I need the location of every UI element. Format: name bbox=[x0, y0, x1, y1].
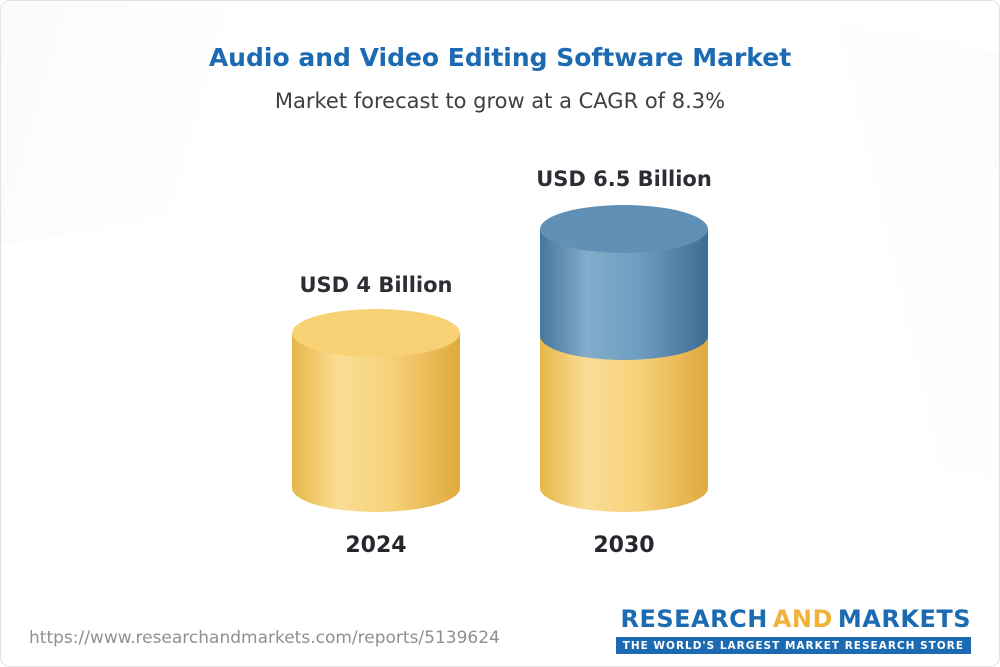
logo-word-research: RESEARCH bbox=[620, 605, 768, 633]
bar-2030-top bbox=[540, 205, 708, 253]
category-label-2030: 2030 bbox=[593, 533, 655, 558]
source-url: https://www.researchandmarkets.com/repor… bbox=[29, 628, 500, 648]
bar-2024-top bbox=[292, 309, 460, 357]
category-label-2024: 2024 bbox=[345, 533, 407, 558]
page-subtitle: Market forecast to grow at a CAGR of 8.3… bbox=[274, 89, 726, 113]
logo-word-and: AND bbox=[772, 605, 833, 633]
value-label-2024: USD 4 Billion bbox=[299, 273, 453, 297]
bar-2030-growth-segment bbox=[540, 229, 708, 360]
logo-word-markets: MARKETS bbox=[837, 605, 971, 633]
bar-2030-base-segment bbox=[540, 336, 708, 512]
bar-2030 bbox=[540, 205, 708, 512]
brand-tagline: THE WORLD'S LARGEST MARKET RESEARCH STOR… bbox=[615, 637, 971, 654]
cylinder-bar-chart bbox=[292, 205, 708, 512]
bar-2024 bbox=[292, 309, 460, 512]
bar-2024-body bbox=[292, 333, 460, 512]
footer: https://www.researchandmarkets.com/repor… bbox=[1, 605, 999, 654]
value-label-2030: USD 6.5 Billion bbox=[536, 167, 712, 191]
page-title: Audio and Video Editing Software Market bbox=[208, 43, 792, 72]
brand-logo: RESEARCH AND MARKETS THE WORLD'S LARGEST M… bbox=[615, 605, 971, 654]
brand-logo-text: RESEARCH AND MARKETS bbox=[616, 605, 971, 633]
